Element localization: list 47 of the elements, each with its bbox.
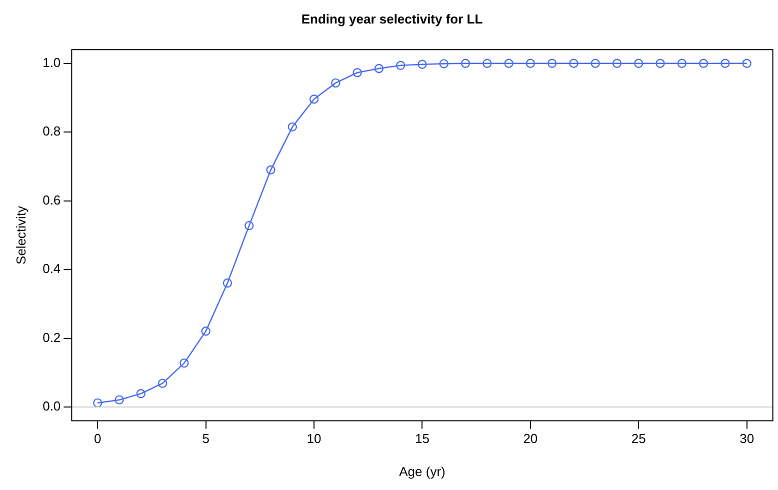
point	[698, 58, 708, 68]
y-tick-label: 0.4	[42, 261, 61, 276]
x-tick-label: 0	[94, 431, 102, 446]
x-axis-title: Age (yr)	[399, 464, 446, 479]
point	[547, 58, 557, 68]
y-tick-label: 1.0	[42, 54, 61, 70]
point	[352, 68, 362, 78]
x-tick-label: 25	[631, 431, 646, 446]
point	[114, 395, 124, 404]
point	[244, 220, 254, 230]
chart-title: Ending year selectivity for LL	[301, 11, 483, 26]
x-tick-label: 20	[523, 431, 538, 446]
y-tick-label: 0.2	[42, 330, 61, 345]
y-axis-title: Selectivity	[13, 205, 28, 264]
point	[374, 64, 384, 74]
point	[504, 58, 514, 68]
point	[136, 389, 146, 398]
point	[460, 58, 470, 68]
point	[590, 58, 600, 68]
x-tick-label: 15	[415, 431, 430, 446]
point	[634, 58, 644, 68]
point	[158, 378, 168, 388]
point	[309, 94, 319, 104]
x-tick-label: 10	[306, 431, 322, 446]
point	[93, 398, 102, 408]
point	[569, 58, 578, 68]
point	[742, 58, 752, 68]
x-tick-label: 30	[740, 431, 754, 446]
point	[222, 278, 232, 288]
point	[331, 78, 340, 88]
point	[720, 58, 730, 68]
y-tick-label: 0.8	[42, 124, 61, 139]
point	[656, 58, 665, 68]
point	[526, 58, 536, 68]
y-tick-label: 0.6	[42, 192, 61, 208]
point	[201, 326, 210, 336]
y-tick-label: 0.0	[42, 398, 61, 414]
point	[396, 60, 406, 70]
point	[677, 58, 687, 68]
point	[482, 58, 492, 68]
point	[418, 60, 427, 69]
point	[612, 58, 622, 68]
point	[180, 358, 189, 368]
x-tick-label: 5	[202, 431, 210, 446]
point	[288, 122, 297, 132]
point	[266, 165, 276, 174]
point	[439, 59, 448, 68]
